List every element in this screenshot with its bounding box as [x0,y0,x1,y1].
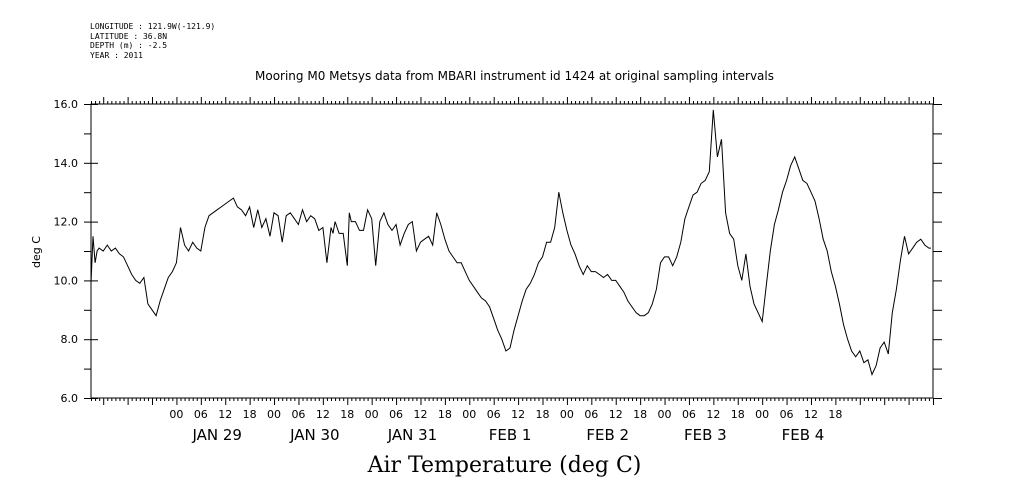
x-tick-label: 00 [365,408,379,421]
x-tick-label: 06 [194,408,208,421]
x-tick-label: 00 [267,408,281,421]
year-text: YEAR : 2011 [90,50,143,60]
x-tick-label: 12 [316,408,330,421]
x-day-label: JAN 30 [289,426,340,444]
x-tick-label: 06 [291,408,305,421]
x-tick-label: 18 [633,408,647,421]
x-tick-label: 18 [243,408,257,421]
y-tick-label: 6.0 [61,392,79,405]
x-tick-label: 18 [828,408,842,421]
x-day-label: FEB 2 [586,426,629,444]
mooring-metadata: LONGITUDE : 121.9W(-121.9) LATITUDE : 36… [90,22,215,60]
x-tick-label: 00 [658,408,672,421]
x-tick-label: 18 [340,408,354,421]
x-tick-label: 06 [584,408,598,421]
y-tick-label: 8.0 [61,333,79,346]
x-tick-label: 06 [780,408,794,421]
y-axis-label: deg C [30,236,43,268]
x-tick-label: 00 [560,408,574,421]
x-tick-label: 12 [706,408,720,421]
x-day-label: FEB 1 [489,426,532,444]
x-tick-label: 12 [511,408,525,421]
x-tick-label: 00 [755,408,769,421]
depth-text: DEPTH (m) : -2.5 [90,41,168,50]
x-axis-label: Air Temperature (deg C) [367,453,642,478]
x-tick-label: 06 [487,408,501,421]
axis-ticks [84,97,942,405]
x-tick-label: 12 [413,408,427,421]
x-tick-label: 12 [609,408,623,421]
y-tick-label: 16.0 [54,98,79,111]
x-tick-label: 06 [389,408,403,421]
y-tick-label: 10.0 [54,274,79,287]
plot-border [90,103,934,399]
x-day-label: FEB 4 [782,426,825,444]
y-tick-label: 14.0 [54,157,79,170]
axis-labels: 00 06 12 18 00 06 12 18 00 06 12 18 00 06 12 18 00 06 12 18… [54,98,843,444]
latitude-text: LATITUDE : 36.8N [90,31,168,41]
chart-title: Mooring M0 Metsys data from MBARI instru… [255,69,774,83]
x-tick-label: 12 [804,408,818,421]
series-line-air-temperature [90,109,931,376]
x-day-label: JAN 29 [191,426,242,444]
x-day-label: FEB 3 [684,426,727,444]
x-tick-label: 00 [169,408,183,421]
x-tick-label: 18 [438,408,452,421]
x-tick-label: 18 [536,408,550,421]
x-tick-label: 06 [682,408,696,421]
x-tick-label: 18 [731,408,745,421]
longitude-text: LONGITUDE : 121.9W(-121.9) [90,22,216,31]
x-tick-label: 12 [218,408,232,421]
y-tick-label: 12.0 [54,216,79,229]
x-day-label: JAN 31 [387,426,438,444]
plot-frame [90,103,934,399]
x-tick-label: 00 [462,408,476,421]
